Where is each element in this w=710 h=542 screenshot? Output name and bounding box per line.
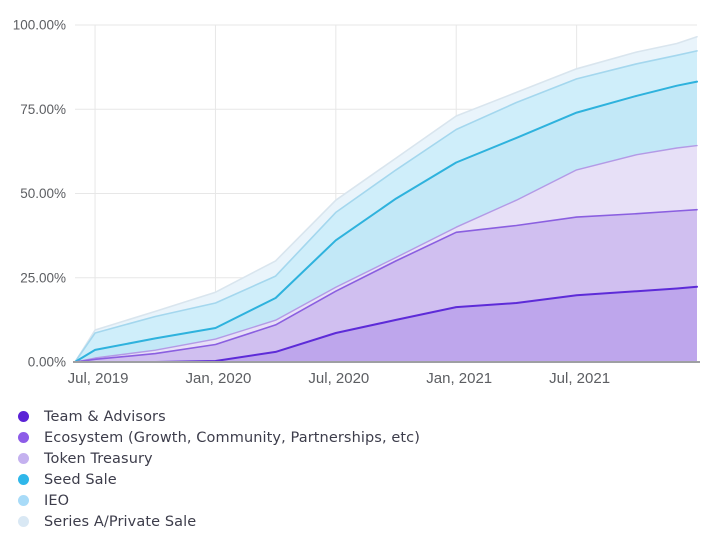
legend-label: Token Treasury bbox=[44, 450, 153, 467]
legend-item[interactable]: IEO bbox=[18, 490, 710, 511]
y-axis-tick-label: 50.00% bbox=[20, 186, 66, 201]
area-band bbox=[75, 81, 697, 362]
chart-canvas: 0.00% 25.00% 50.00% 75.00% 100.00% Jul, 2019 J… bbox=[13, 18, 700, 387]
legend-item[interactable]: Ecosystem (Growth, Community, Partnershi… bbox=[18, 427, 710, 448]
area-band bbox=[75, 286, 697, 362]
legend-label: Series A/Private Sale bbox=[44, 513, 197, 530]
series-line bbox=[74, 208, 698, 363]
legend-label: Ecosystem (Growth, Community, Partnershi… bbox=[44, 429, 421, 446]
legend-item[interactable]: Series A/Private Sale bbox=[18, 511, 710, 532]
x-axis-tick-label: Jan, 2021 bbox=[426, 370, 492, 387]
legend-label: IEO bbox=[44, 492, 70, 509]
x-axis-tick-label: Jul, 2019 bbox=[68, 370, 129, 387]
series-line bbox=[74, 50, 698, 363]
legend-dot-icon bbox=[18, 453, 29, 464]
y-axis-tick-label: 0.00% bbox=[28, 355, 66, 370]
legend-label: Seed Sale bbox=[44, 471, 117, 488]
series-line bbox=[74, 80, 698, 363]
series-line bbox=[74, 35, 698, 363]
area-band bbox=[75, 50, 697, 363]
legend-item[interactable]: Team & Advisors bbox=[18, 406, 710, 427]
area-band bbox=[75, 145, 697, 362]
series-line bbox=[74, 144, 698, 363]
legend-dot-icon bbox=[18, 495, 29, 506]
area-band bbox=[75, 209, 697, 362]
y-axis-tick-label: 25.00% bbox=[20, 270, 66, 285]
x-axis-tick-label: Jul, 2021 bbox=[549, 370, 610, 387]
legend-item[interactable]: Token Treasury bbox=[18, 448, 710, 469]
legend-dot-icon bbox=[18, 411, 29, 422]
x-axis-tick-label: Jan, 2020 bbox=[186, 370, 252, 387]
legend-label: Team & Advisors bbox=[44, 408, 166, 425]
vesting-area-chart: 0.00% 25.00% 50.00% 75.00% 100.00% Jul, 2019 J… bbox=[13, 18, 700, 387]
plot-area[interactable] bbox=[75, 25, 697, 362]
y-axis-tick-label: 100.00% bbox=[13, 18, 66, 33]
legend-dot-icon bbox=[18, 474, 29, 485]
x-axis-tick-label: Jul, 2020 bbox=[308, 370, 369, 387]
legend-item[interactable]: Seed Sale bbox=[18, 469, 710, 490]
legend-dot-icon bbox=[18, 516, 29, 527]
y-axis-tick-label: 75.00% bbox=[20, 102, 66, 117]
legend-dot-icon bbox=[18, 432, 29, 443]
chart-legend: Team & Advisors Ecosystem (Growth, Commun… bbox=[18, 406, 710, 532]
